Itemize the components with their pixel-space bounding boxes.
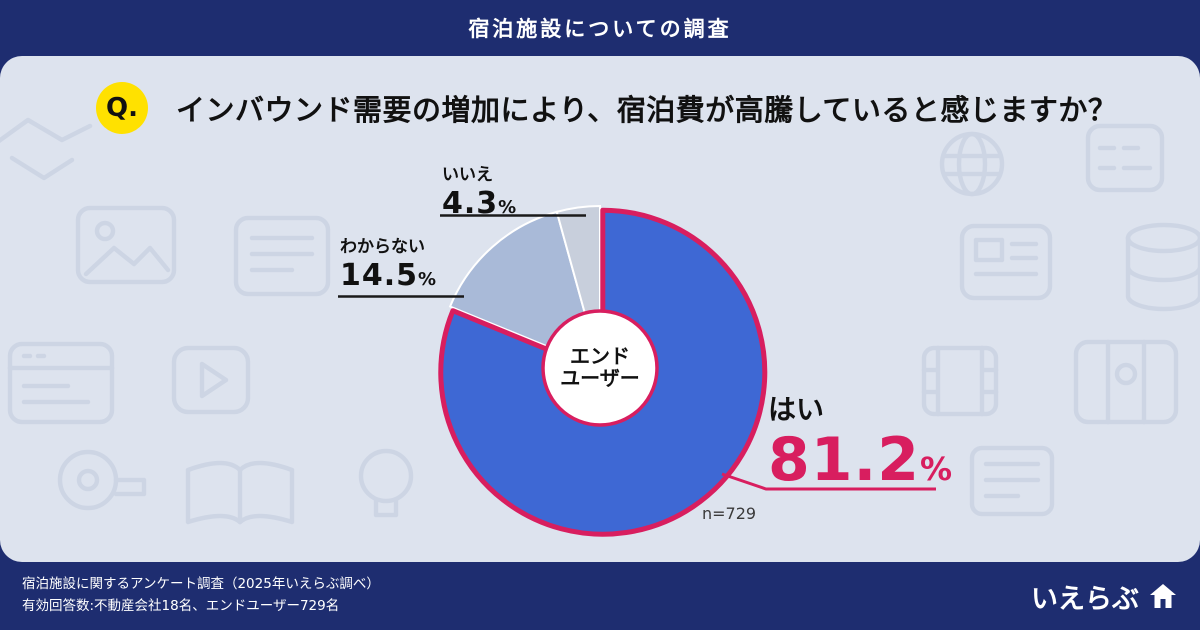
question-text: インバウンド需要の増加により、宿泊費が高騰していると感じますか？ [176, 93, 1118, 127]
slice-name-no: いいえ [442, 165, 493, 185]
pie-center-circle [541, 309, 659, 427]
question-badge: Q. [96, 82, 148, 134]
measure-icon [57, 449, 147, 511]
slice-name-dontknow: わからない [340, 237, 425, 257]
play-icon [171, 345, 251, 415]
logo-text: いえらぶ [1031, 583, 1139, 615]
slice-value-dontknow: 14.5% [340, 258, 438, 293]
center-label-line1: エンド [570, 344, 630, 368]
house-icon [1150, 584, 1176, 608]
apps-icon [1085, 123, 1165, 193]
top-banner: 宿泊施設についての調査 [0, 0, 1200, 56]
watermark-icons [0, 117, 1200, 525]
survey-title: 宿泊施設についての調査 [468, 17, 732, 41]
handshake-icon [0, 117, 93, 181]
catalog-icon [233, 215, 331, 297]
globe-icon [939, 131, 1005, 197]
pie-chart: エンド ユーザー [338, 204, 936, 537]
slice-label-dontknow: わからない 14.5% [340, 232, 437, 291]
slice-value-yes: 81.2% [768, 425, 954, 495]
source-line2: 有効回答数:不動産会社18名、エンドユーザー729名 [22, 598, 340, 614]
film-icon [921, 345, 999, 417]
source-line1: 宿泊施設に関するアンケート調査（2025年いえらぶ調べ） [22, 576, 380, 593]
center-label-line2: ユーザー [560, 366, 640, 390]
bottom-banner: 宿泊施設に関するアンケート調査（2025年いえらぶ調べ） 有効回答数:不動産会社… [0, 562, 1200, 630]
bulb-icon [358, 448, 414, 518]
book-icon [185, 460, 295, 525]
slice-value-no: 4.3% [442, 186, 518, 221]
content-panel: Q. インバウンド需要の増加により、宿泊費が高騰していると感じますか？ エンド … [0, 56, 1200, 562]
database-icon [1125, 222, 1200, 312]
map-icon [1073, 339, 1179, 425]
docs-icon [969, 445, 1055, 517]
sample-size-label: n=729 [702, 504, 757, 523]
slice-label-yes: はい 81.2% [768, 388, 953, 490]
source-note: 宿泊施設に関するアンケート調査（2025年いえらぶ調べ） 有効回答数:不動産会社… [22, 574, 380, 617]
news-icon [959, 223, 1053, 301]
leader-line-yes [721, 472, 936, 491]
slice-label-no: いいえ 4.3% [442, 160, 517, 219]
ielove-logo: いえらぶ [1031, 577, 1178, 616]
slice-name-yes: はい [768, 393, 825, 426]
browser-icon [7, 341, 115, 425]
photo-icon [75, 205, 177, 285]
question-row: Q. インバウンド需要の増加により、宿泊費が高騰していると感じますか？ [96, 82, 1117, 134]
